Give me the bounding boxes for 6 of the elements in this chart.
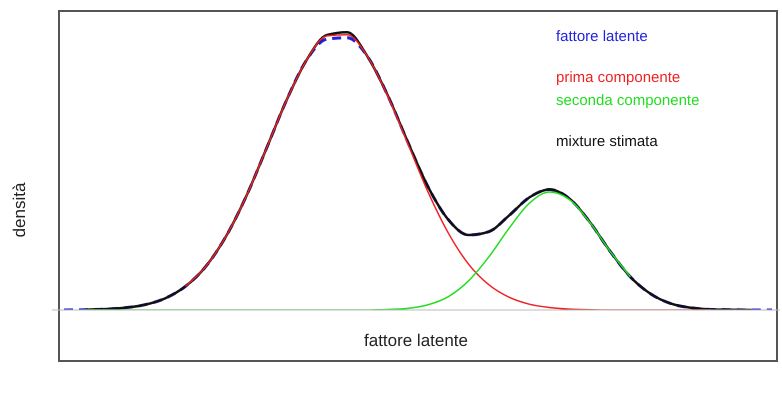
text: seconda componente [556, 92, 700, 109]
y-axis-title: densità [10, 182, 30, 238]
x-axis-title: fattore latente [364, 331, 468, 350]
text: prima componente [556, 69, 682, 86]
text: fattore latente [556, 28, 649, 45]
text: mixture stimata [556, 133, 659, 150]
